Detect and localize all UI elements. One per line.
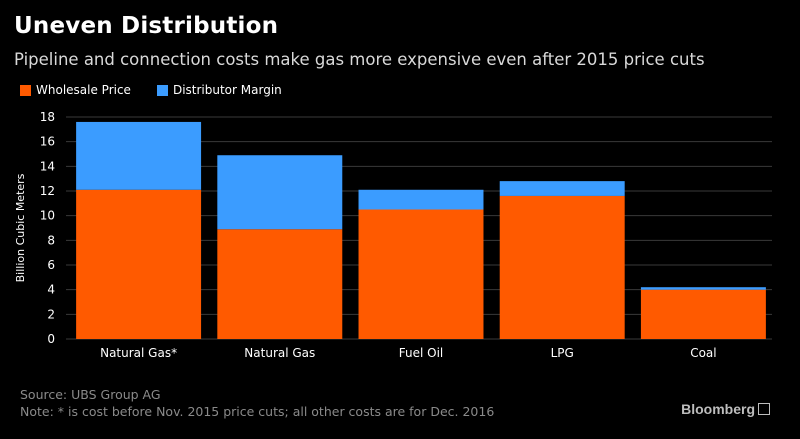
- legend-swatch-margin: [156, 84, 168, 96]
- x-tick-label-0: Natural Gas*: [100, 346, 177, 360]
- x-tick-label-2: Fuel Oil: [399, 346, 444, 360]
- y-axis-label: Billion Cubic Meters: [14, 173, 27, 282]
- legend-label-margin: Distributor Margin: [172, 83, 282, 97]
- x-tick-label-4: Coal: [690, 346, 716, 360]
- bar-margin-0: [76, 121, 202, 190]
- x-tick-label-1: Natural Gas: [244, 346, 315, 360]
- y-tick-label-18: 18: [40, 110, 55, 124]
- bar-margin-1: [217, 155, 343, 230]
- bar-margin-2: [358, 189, 484, 210]
- x-tick-label-3: LPG: [551, 346, 574, 360]
- bar-wholesale-4: [640, 289, 766, 339]
- y-tick-label-14: 14: [40, 159, 55, 173]
- y-tick-label-8: 8: [47, 233, 55, 247]
- brand-name: Bloomberg: [681, 401, 755, 417]
- bar-wholesale-1: [217, 229, 343, 339]
- y-tick-label-6: 6: [47, 258, 55, 272]
- y-tick-label-12: 12: [40, 184, 55, 198]
- chart-title: Uneven Distribution: [14, 13, 279, 39]
- bar-margin-3: [499, 181, 625, 196]
- bloomberg-terminal-icon: [758, 403, 770, 415]
- source-note: Source: UBS Group AG: [20, 387, 161, 402]
- legend-item-margin: Distributor Margin: [156, 83, 282, 97]
- bar-wholesale-3: [499, 195, 625, 339]
- footer: Source: UBS Group AG Note: * is cost bef…: [20, 386, 494, 420]
- y-tick-label-16: 16: [40, 135, 55, 149]
- y-tick-label-0: 0: [47, 332, 55, 346]
- brand-logo: Bloomberg: [681, 401, 770, 417]
- bar-chart: 0 2 4 6 8 10 12 14 16 18 Billion Cubic Meters Natur…: [14, 110, 772, 360]
- legend: Wholesale Price Distributor Margin: [20, 83, 308, 97]
- y-tick-label-10: 10: [40, 209, 55, 223]
- bar-margin-4: [640, 287, 766, 290]
- footnote: Note: * is cost before Nov. 2015 price c…: [20, 404, 495, 419]
- legend-label-wholesale: Wholesale Price: [36, 83, 131, 97]
- legend-item-wholesale: Wholesale Price: [20, 83, 131, 97]
- bar-wholesale-0: [76, 189, 202, 339]
- chart-subtitle: Pipeline and connection costs make gas m…: [14, 50, 705, 69]
- y-tick-label-2: 2: [47, 307, 55, 321]
- bar-wholesale-2: [358, 209, 484, 339]
- y-tick-label-4: 4: [47, 283, 55, 297]
- legend-swatch-wholesale: [20, 84, 31, 96]
